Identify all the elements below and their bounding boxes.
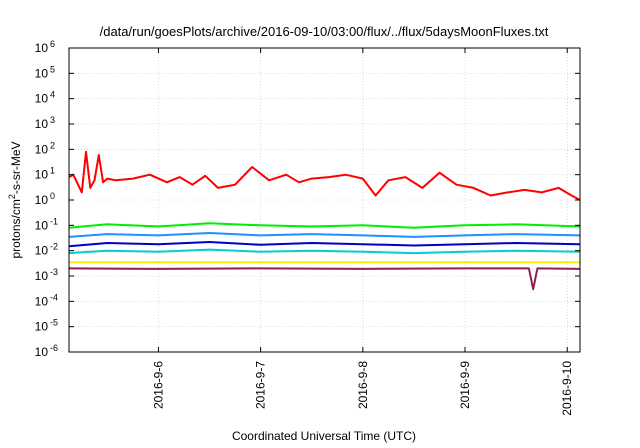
y-axis-label-part: -s-sr-MeV bbox=[9, 141, 23, 194]
y-tick-exponent: 2 bbox=[50, 140, 55, 150]
y-tick-exponent: -2 bbox=[50, 242, 58, 252]
series-line bbox=[68, 241, 581, 248]
y-tick-base: 10 bbox=[35, 66, 49, 80]
y-tick-base: 10 bbox=[35, 142, 49, 156]
y-tick-base: 10 bbox=[35, 92, 49, 106]
y-tick-exponent: -4 bbox=[50, 292, 58, 302]
y-tick-exponent: 4 bbox=[50, 90, 55, 100]
y-tick-exponent: 6 bbox=[50, 39, 55, 49]
x-tick-label: 2016-9-7 bbox=[254, 361, 268, 409]
y-axis: 10 -610 -510 -410 -310 -210 -110 010 110 210 310 41… bbox=[35, 39, 580, 359]
y-tick-base: 10 bbox=[35, 244, 49, 258]
y-axis-label-superscript: 2 bbox=[7, 194, 17, 199]
y-tick-base: 10 bbox=[35, 269, 49, 283]
y-tick-base: 10 bbox=[35, 345, 49, 359]
y-tick-exponent: 1 bbox=[50, 166, 55, 176]
y-tick-exponent: 5 bbox=[50, 64, 55, 74]
y-tick-exponent: 0 bbox=[50, 191, 55, 201]
y-tick-base: 10 bbox=[35, 41, 49, 55]
x-axis-label: Coordinated Universal Time (UTC) bbox=[232, 429, 416, 443]
y-tick-label: 10 -1 bbox=[35, 216, 58, 232]
series-line bbox=[68, 248, 581, 255]
y-tick-base: 10 bbox=[35, 193, 49, 207]
y-tick-label: 10 0 bbox=[35, 191, 55, 207]
y-tick-exponent: -3 bbox=[50, 267, 58, 277]
y-tick-label: 10 4 bbox=[35, 90, 55, 106]
y-tick-label: 10 2 bbox=[35, 140, 55, 156]
x-tick-label: 2016-9-10 bbox=[560, 361, 574, 416]
y-tick-exponent: -1 bbox=[50, 216, 58, 226]
y-tick-base: 10 bbox=[35, 294, 49, 308]
series-line bbox=[68, 267, 581, 291]
y-axis-label-part: protons/cm bbox=[9, 199, 23, 258]
y-tick-label: 10 -6 bbox=[35, 343, 58, 359]
y-tick-exponent: -5 bbox=[50, 318, 58, 328]
x-tick-label: 2016-9-8 bbox=[356, 361, 370, 409]
y-tick-label: 10 6 bbox=[35, 39, 55, 55]
series-layer bbox=[68, 150, 581, 291]
x-tick-label: 2016-9-9 bbox=[458, 361, 472, 409]
grid bbox=[69, 48, 580, 352]
chart-title: /data/run/goesPlots/archive/2016-09-10/0… bbox=[100, 24, 549, 39]
y-tick-base: 10 bbox=[35, 218, 49, 232]
y-tick-label: 10 -2 bbox=[35, 242, 58, 258]
x-axis: 2016-9-6 2016-9-7 2016-9-8 2016-9-9 2016-9-1… bbox=[151, 48, 574, 416]
y-tick-label: 10 5 bbox=[35, 64, 55, 80]
y-tick-label: 10 -3 bbox=[35, 267, 58, 283]
y-tick-base: 10 bbox=[35, 320, 49, 334]
y-tick-label: 10 3 bbox=[35, 115, 55, 131]
y-tick-label: 10 -5 bbox=[35, 318, 58, 334]
y-tick-label: 10 -4 bbox=[35, 292, 58, 308]
y-tick-base: 10 bbox=[35, 117, 49, 131]
series-line bbox=[68, 232, 581, 238]
y-tick-exponent: 3 bbox=[50, 115, 55, 125]
x-tick-label: 2016-9-6 bbox=[151, 361, 165, 409]
y-tick-base: 10 bbox=[35, 168, 49, 182]
y-axis-label: protons/cm2-s-sr-MeV bbox=[7, 141, 23, 258]
series-line bbox=[68, 150, 581, 201]
y-tick-exponent: -6 bbox=[50, 343, 58, 353]
series-line bbox=[68, 222, 581, 229]
y-tick-label: 10 1 bbox=[35, 166, 55, 182]
